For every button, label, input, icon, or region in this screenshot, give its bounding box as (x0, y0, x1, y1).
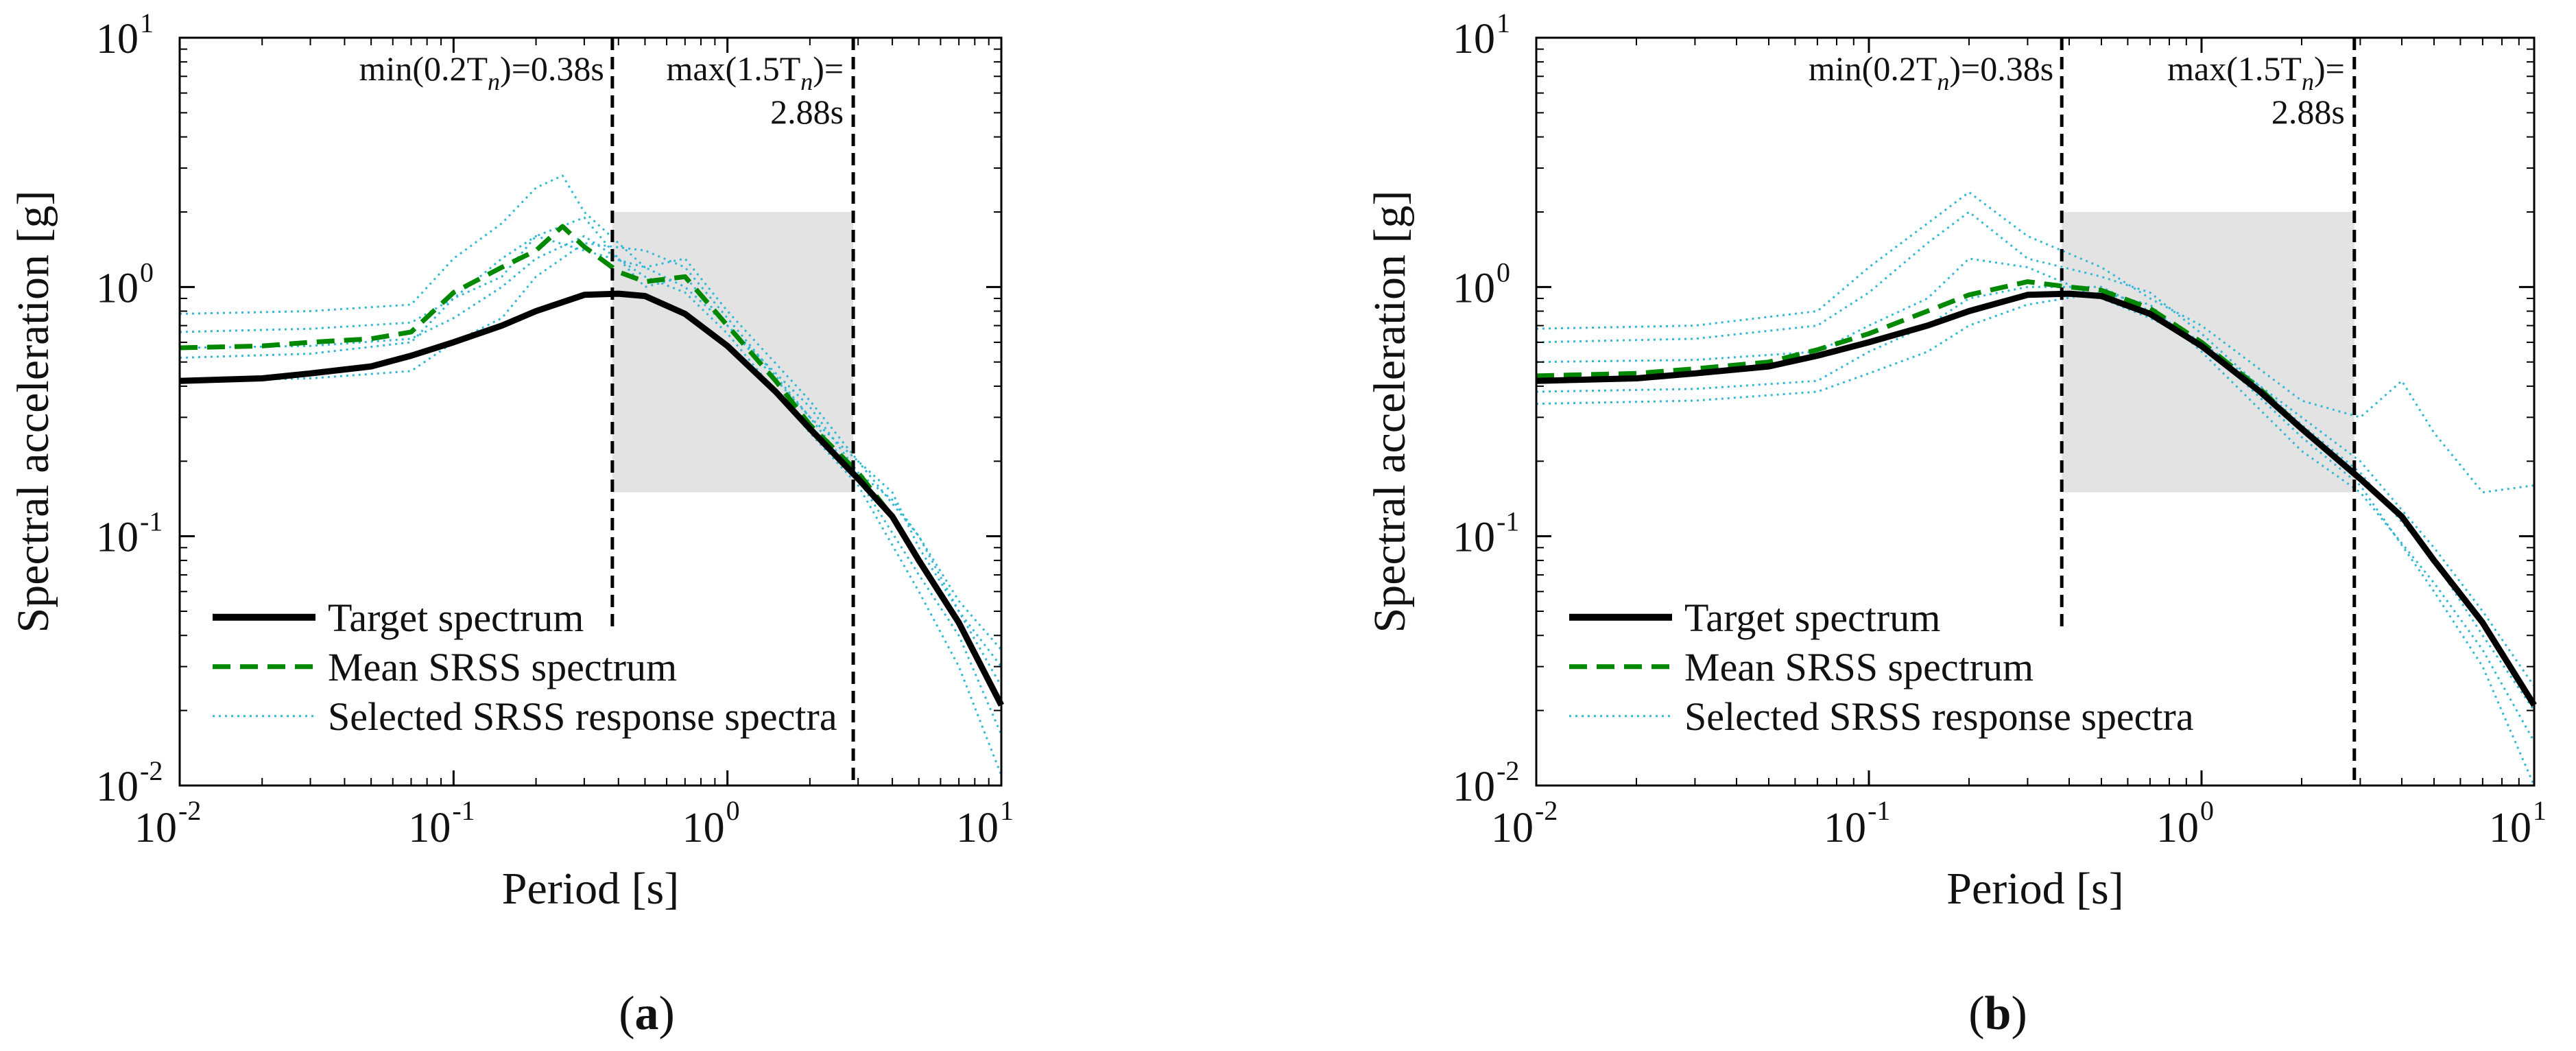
x-tick-exponent: 1 (1000, 795, 1014, 826)
x-tick-exponent: 1 (2533, 795, 2547, 826)
y-axis-title: Spectral acceleration [g] (8, 191, 58, 633)
y-tick-exponent: -1 (1496, 506, 1519, 537)
x-tick-label: 10 (956, 805, 999, 851)
y-tick-label: 10 (96, 265, 139, 311)
axes-frame (178, 36, 1003, 787)
legend-label: Mean SRSS spectrum (1684, 645, 2034, 689)
x-axis-title: Period [s] (1946, 864, 2123, 914)
y-tick-label: 10 (1453, 515, 1495, 561)
series-selected-record-2 (179, 216, 1003, 668)
x-tick-label: 10 (408, 805, 451, 851)
x-tick-exponent: 0 (726, 795, 740, 826)
legend-label: Target spectrum (1684, 595, 1940, 640)
x-tick-exponent: -2 (178, 795, 201, 826)
annotation-max-period-value: 2.88s (770, 93, 844, 131)
x-tick-exponent: -1 (1868, 795, 1890, 826)
series-target-spectrum (1536, 290, 2537, 707)
panel-caption: (a) (619, 987, 675, 1040)
series-target-spectrum (179, 290, 1005, 707)
plot-area (180, 38, 1001, 786)
chart-panel-a: min(0.2Tn)=0.38s max(1.5Tn)=2.88s Target s… (8, 8, 1014, 1040)
x-tick-label: 10 (2489, 805, 2531, 851)
series-selected-record-3 (179, 241, 1003, 735)
x-tick-label: 10 (134, 805, 177, 851)
axes-frame (1535, 36, 2536, 787)
x-tick-label: 10 (1824, 805, 1866, 851)
annotation-min-period: min(0.2Tn)=0.38s (359, 49, 604, 95)
y-tick-exponent: -2 (1496, 755, 1519, 786)
annotation-max-period: max(1.5Tn)= (2167, 49, 2345, 95)
x-tick-exponent: 0 (2200, 795, 2214, 826)
y-tick-exponent: 0 (140, 257, 154, 287)
x-axis-title: Period [s] (502, 864, 679, 914)
legend-label: Selected SRSS response spectra (328, 694, 837, 739)
chart-panel-b: min(0.2Tn)=0.38s max(1.5Tn)=2.88s Target s… (1365, 8, 2547, 1040)
y-tick-label: 10 (1453, 265, 1495, 311)
series-selected-record-3 (1536, 285, 2536, 786)
y-axis-title: Spectral acceleration [g] (1365, 191, 1415, 633)
y-tick-label: 10 (96, 16, 139, 62)
series-selected-record-4 (1536, 291, 2536, 742)
x-tick-exponent: -1 (452, 795, 475, 826)
panel-caption: (b) (1968, 987, 2027, 1040)
x-tick-label: 10 (1491, 805, 1534, 851)
annotation-max-period: max(1.5Tn)= (666, 49, 844, 95)
annotation-min-period: min(0.2Tn)=0.38s (1809, 49, 2053, 95)
y-tick-exponent: -1 (140, 506, 163, 537)
y-tick-exponent: 0 (1496, 257, 1510, 287)
y-tick-label: 10 (1453, 16, 1495, 62)
y-tick-label: 10 (96, 515, 139, 561)
annotation-max-period-value: 2.88s (2271, 93, 2345, 131)
legend-label: Selected SRSS response spectra (1684, 694, 2194, 739)
x-tick-label: 10 (2156, 805, 2199, 851)
y-tick-exponent: 1 (140, 8, 154, 38)
x-tick-exponent: -2 (1535, 795, 1558, 826)
series-selected-record-4 (179, 235, 1003, 776)
series-selected-record-1 (1536, 191, 2535, 494)
y-tick-label: 10 (1453, 764, 1495, 810)
y-tick-exponent: 1 (1496, 8, 1510, 38)
y-tick-exponent: -2 (140, 755, 163, 786)
x-tick-label: 10 (682, 805, 725, 851)
legend-label: Target spectrum (328, 595, 584, 640)
legend-label: Mean SRSS spectrum (328, 645, 677, 689)
series-selected-record-5 (179, 235, 1003, 687)
y-tick-label: 10 (96, 764, 139, 810)
